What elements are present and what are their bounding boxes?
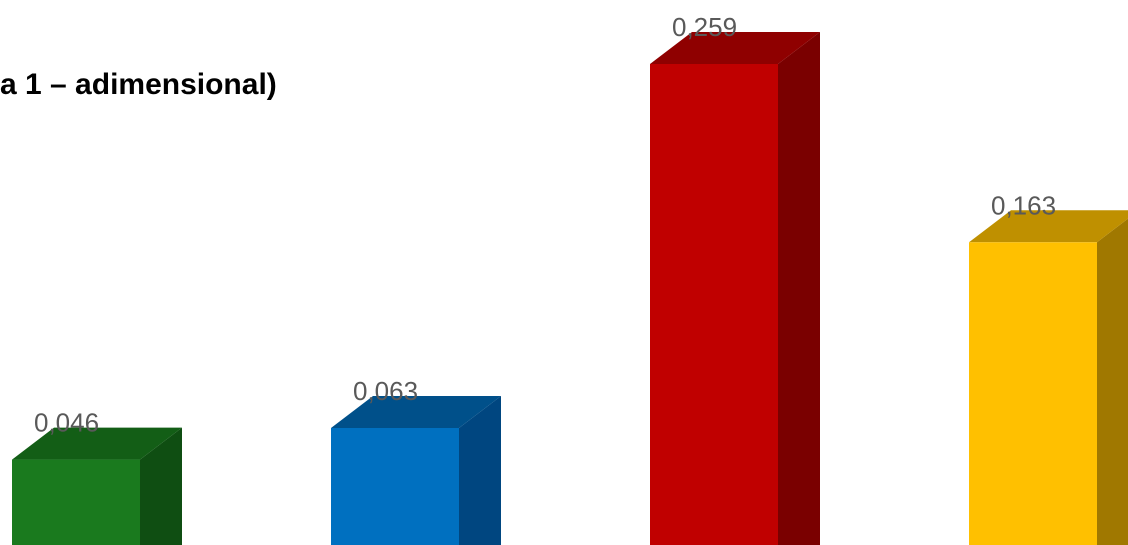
data-label-1: 0,046 xyxy=(34,408,99,438)
bar-top-2 xyxy=(331,396,501,428)
chart-title: a 1 – adimensional) xyxy=(0,68,277,101)
bar-4 xyxy=(969,242,1097,545)
data-label-2: 0,063 xyxy=(353,376,418,406)
bar-side-3 xyxy=(778,32,820,545)
bar-side-2 xyxy=(459,396,501,545)
bar-top-3 xyxy=(650,32,820,64)
data-label-3: 0,259 xyxy=(672,12,737,42)
bar-side-1 xyxy=(140,427,182,545)
bar-top-4 xyxy=(969,210,1128,243)
bar-1 xyxy=(12,459,140,545)
data-label-4: 0,163 xyxy=(991,190,1056,220)
bar-side-4 xyxy=(1097,218,1128,545)
bar-3 xyxy=(650,64,778,545)
bar-2 xyxy=(331,428,459,545)
bar-top-1 xyxy=(12,427,182,460)
